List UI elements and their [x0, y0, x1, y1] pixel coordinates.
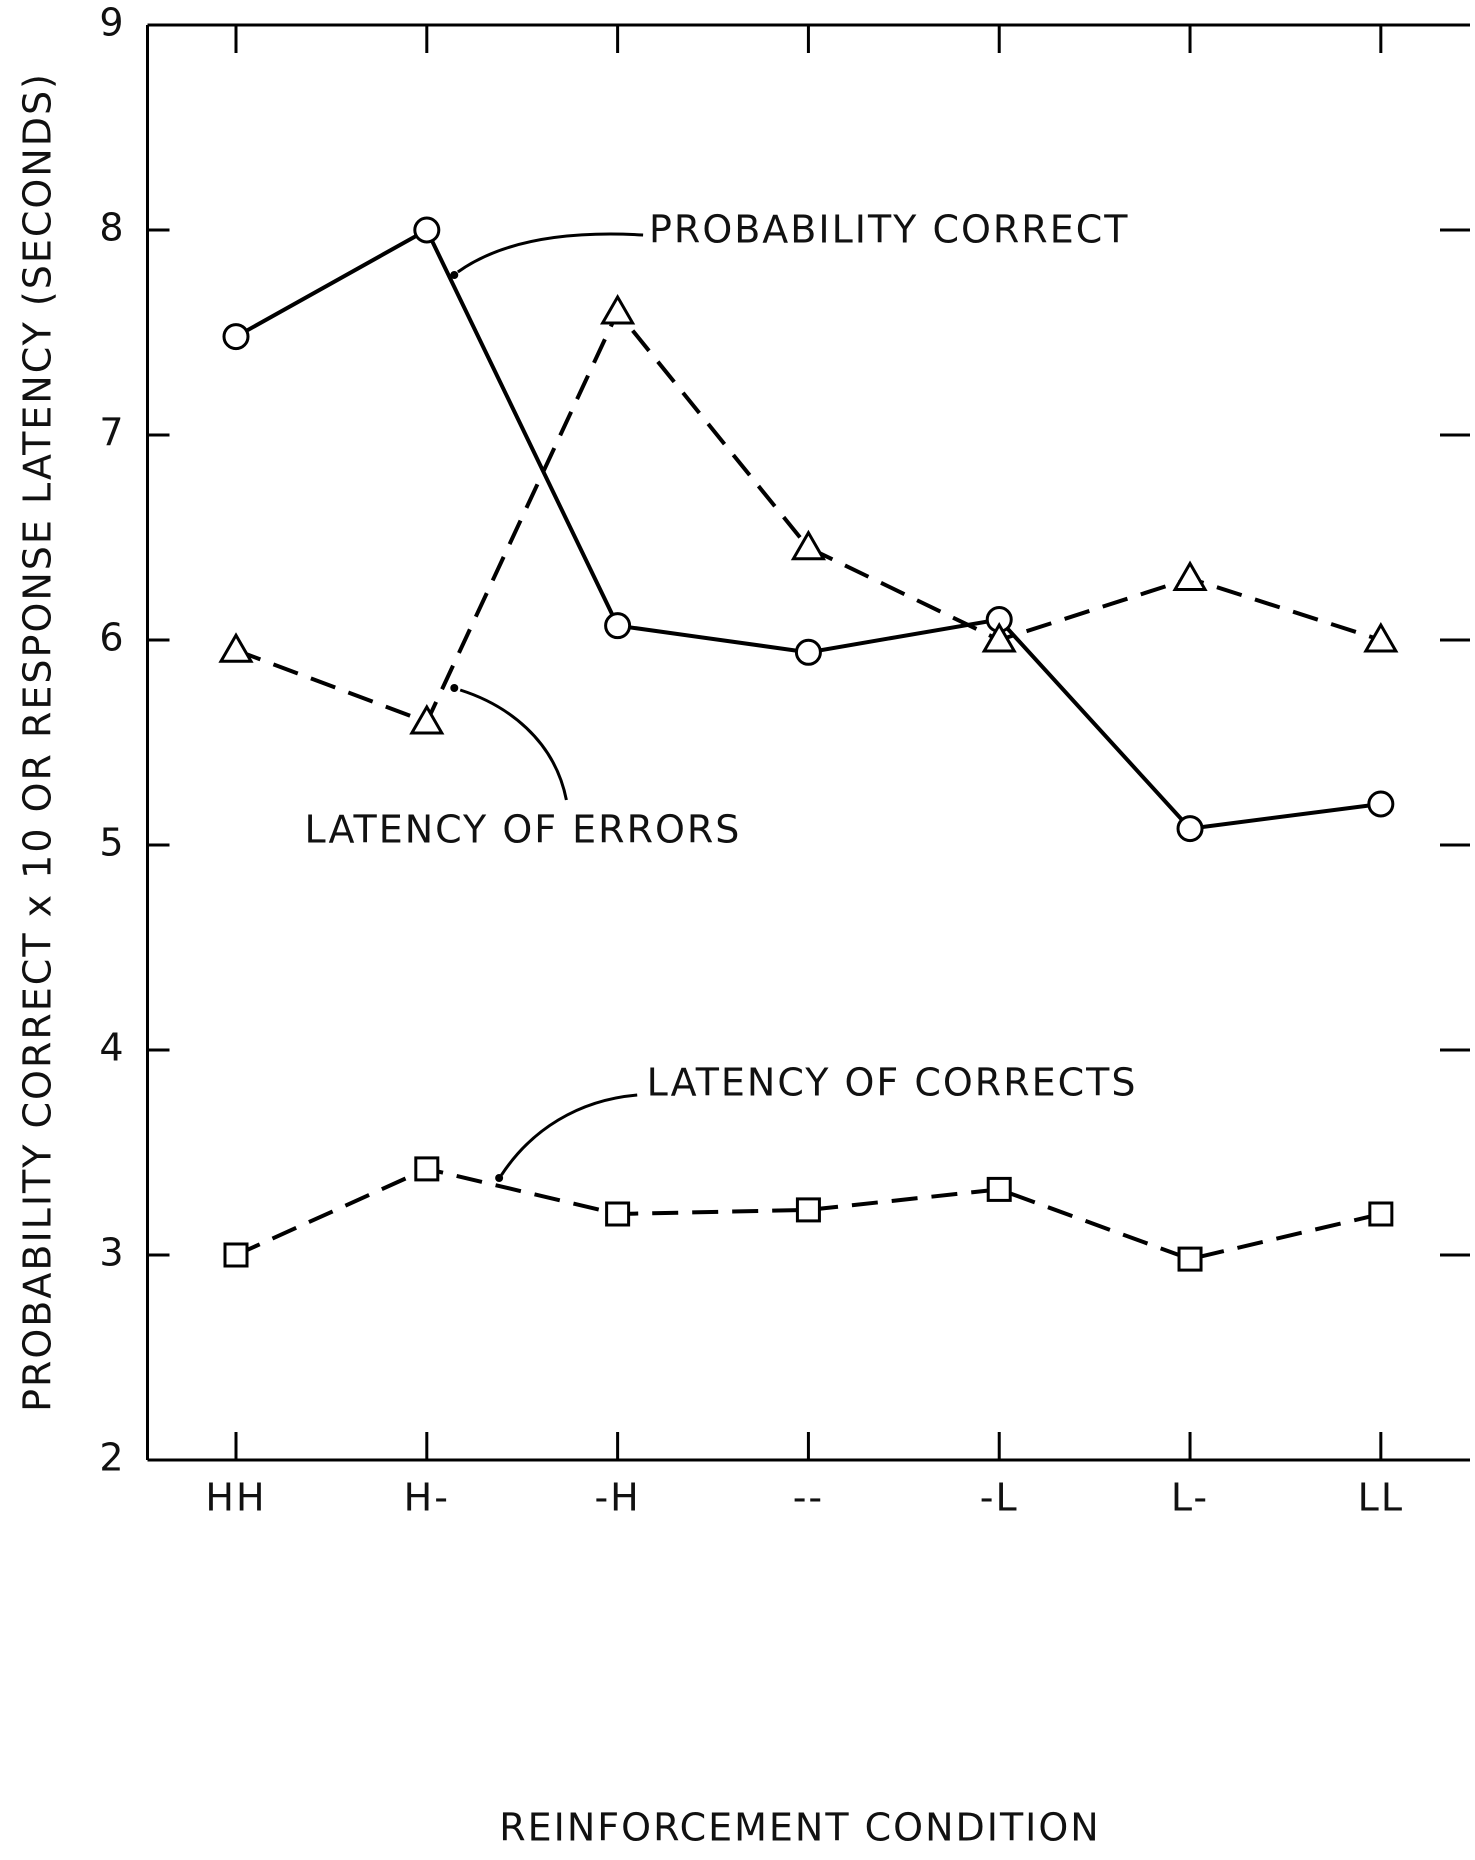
annotation-arrow — [500, 1093, 638, 1176]
marker — [604, 612, 632, 640]
x-axis-label: REINFORCEMENT CONDITION — [499, 1806, 1100, 1850]
annotation-arrow — [459, 688, 568, 801]
annotation-arrow — [456, 232, 644, 274]
y-tick-label: 5 — [99, 821, 125, 865]
x-tick-label: LL — [1358, 1476, 1404, 1520]
x-tick-label: L- — [1171, 1476, 1209, 1520]
marker — [1363, 621, 1399, 653]
x-tick-label: -- — [793, 1476, 824, 1520]
marker — [413, 216, 441, 244]
y-tick-label: 4 — [99, 1026, 125, 1070]
series-line — [235, 227, 1382, 831]
marker — [1172, 560, 1208, 591]
x-tick-label: -L — [980, 1476, 1019, 1520]
marker — [1177, 1246, 1203, 1272]
arrow-head — [495, 1174, 504, 1182]
annotation: LATENCY OF ERRORS — [304, 808, 741, 852]
annotation: PROBABILITY CORRECT — [649, 208, 1129, 252]
x-tick-label: HH — [205, 1476, 266, 1520]
y-tick-label: 3 — [99, 1231, 125, 1275]
marker — [795, 1197, 821, 1223]
marker — [1367, 790, 1395, 818]
arrow-head — [450, 684, 459, 692]
marker — [222, 323, 250, 351]
marker — [409, 703, 445, 735]
marker — [981, 621, 1017, 653]
marker — [600, 293, 636, 325]
marker — [223, 1242, 249, 1268]
marker — [605, 1201, 631, 1227]
y-tick-label: 9 — [99, 1, 125, 45]
marker — [414, 1156, 440, 1182]
x-tick-label: -H — [594, 1476, 640, 1520]
y-tick-label: 2 — [99, 1436, 125, 1480]
marker — [790, 529, 827, 561]
marker — [218, 632, 254, 663]
y-tick-label: 7 — [99, 411, 125, 455]
annotation: LATENCY OF CORRECTS — [647, 1061, 1138, 1105]
marker — [794, 638, 822, 666]
y-tick-label: 8 — [99, 206, 125, 250]
marker — [1176, 815, 1204, 843]
x-tick-label: H- — [404, 1476, 450, 1520]
marker — [986, 1176, 1012, 1202]
y-axis-label: PROBABILITY CORRECT x 10 OR RESPONSE LAT… — [16, 72, 60, 1412]
marker — [1368, 1201, 1394, 1227]
arrow-head — [450, 271, 459, 279]
y-tick-label: 6 — [99, 616, 125, 660]
